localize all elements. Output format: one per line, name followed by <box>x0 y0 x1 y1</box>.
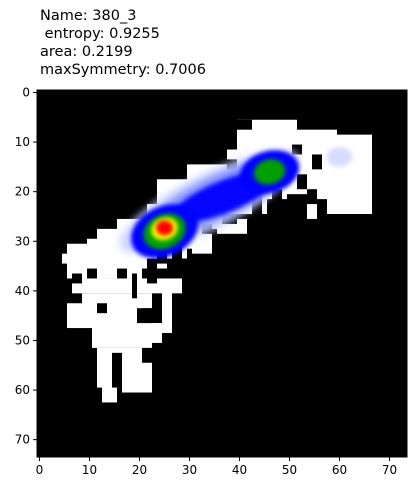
mask-region <box>327 179 372 214</box>
y-tick-label: 10 <box>15 135 30 149</box>
axes-frame <box>36 89 408 458</box>
mask-notch <box>72 273 82 284</box>
x-tick-label: 10 <box>82 463 97 477</box>
x-tick-label: 20 <box>132 463 147 477</box>
mask-notch <box>172 243 182 264</box>
mask-notch <box>272 189 282 205</box>
mask-notch <box>117 268 127 279</box>
y-tick-label: 20 <box>15 185 30 199</box>
heat-blob <box>253 159 286 185</box>
chart-title: Name: 380_3 entropy: 0.9255 area: 0.2199 m… <box>40 7 206 79</box>
x-tick-label: 60 <box>332 463 347 477</box>
mask-notch <box>292 144 302 155</box>
mask-notch <box>252 194 262 224</box>
title-line: maxSymmetry: 0.7006 <box>40 62 206 78</box>
mask-notch <box>112 352 122 388</box>
title-line: entropy: 0.9255 <box>40 26 160 42</box>
mask-notch <box>137 308 152 324</box>
y-tick-label: 40 <box>15 284 30 298</box>
x-tick-label: 40 <box>232 463 247 477</box>
heat-blob <box>156 220 173 236</box>
x-tick-label: 0 <box>36 463 44 477</box>
y-tick-label: 0 <box>22 85 30 99</box>
mask-notch <box>237 119 252 130</box>
mask-notch <box>132 273 137 299</box>
x-tick-label: 50 <box>282 463 297 477</box>
mask-notch <box>297 174 307 190</box>
mask-region <box>132 323 162 343</box>
title-line: Name: 380_3 <box>40 8 137 24</box>
mask-notch <box>182 258 192 274</box>
mask-region <box>307 204 317 219</box>
y-tick-label: 60 <box>15 383 30 397</box>
title-line: area: 0.2199 <box>40 44 133 60</box>
heat-blob <box>326 147 353 167</box>
y-tick-label: 30 <box>15 234 30 248</box>
mask-notch <box>87 268 97 279</box>
mask-notch <box>312 154 322 170</box>
mask-region <box>122 362 152 393</box>
y-tick-label: 50 <box>15 333 30 347</box>
x-tick-label: 70 <box>382 463 397 477</box>
mask-notch <box>147 258 157 284</box>
mask-region <box>62 253 112 264</box>
mask-region <box>162 288 172 334</box>
mask-notch <box>152 342 162 363</box>
x-tick-label: 30 <box>182 463 197 477</box>
mask-notch <box>97 303 107 314</box>
y-tick-label: 70 <box>15 433 30 447</box>
